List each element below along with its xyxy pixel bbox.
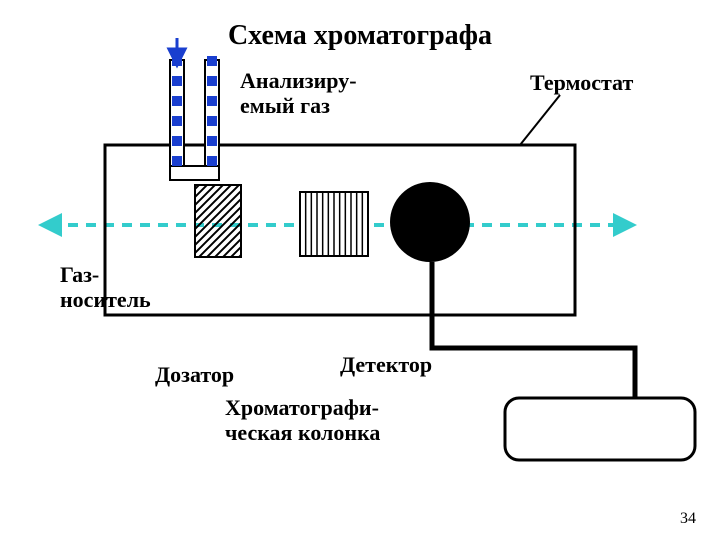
diagram-svg (0, 0, 720, 540)
diagram-page: Схема хроматографа Анализиру-емый газ Те… (0, 0, 720, 540)
